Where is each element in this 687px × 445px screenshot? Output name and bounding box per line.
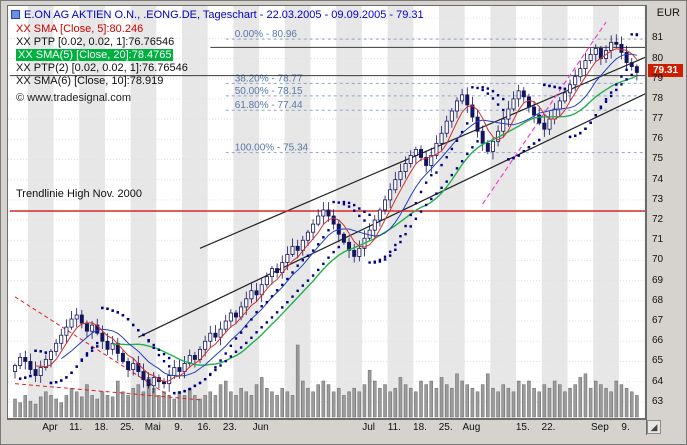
- volume-bars: [13, 344, 639, 418]
- x-axis-label: 9.: [621, 422, 630, 433]
- x-axis-label: 15.: [515, 422, 530, 433]
- downtrend-red-dashed-1: [14, 296, 170, 397]
- x-axis-label: Mai: [144, 422, 161, 433]
- x-axis-label: 11.: [387, 422, 401, 433]
- fibonacci-level-label: 100.00% - 75.34: [235, 143, 309, 154]
- x-axis-label: 23.: [222, 422, 237, 433]
- y-axis-label: 77: [652, 113, 664, 125]
- x-axis-label: 16.: [197, 422, 212, 433]
- legend-item[interactable]: XX PTP(2) [0.02, 0.02, 1]:76.76546: [16, 62, 188, 75]
- chart-title: E.ON AG AKTIEN O.N., .EONG.DE, Tageschar…: [24, 8, 424, 21]
- y-axis-label: 71: [652, 234, 664, 246]
- x-axis-label: Jul: [362, 422, 375, 433]
- fibonacci-level-label: 50.00% - 78.15: [235, 86, 303, 97]
- y-axis-label: 78: [652, 92, 664, 104]
- copyright-label: © www.tradesignal.com: [16, 92, 132, 104]
- time-axis[interactable]: Apr 11. 18. 25. Mai 9. 16. 23. Jun Jul 11. 18. 25. Au…: [7, 419, 646, 435]
- resize-arrow-icon: ◢: [650, 422, 658, 432]
- legend-item[interactable]: XX SMA(6) [Close, 10]:78.919: [16, 75, 188, 88]
- y-axis-label: 74: [652, 173, 664, 185]
- trend-channel-lower: [138, 93, 645, 338]
- y-axis-label: 76: [652, 133, 664, 145]
- trend-channel-upper: [199, 56, 645, 249]
- sma-10-line: [61, 53, 638, 377]
- indicator-legend: XX SMA [Close, 5]:80.246 XX PTP [0.02, 0.…: [16, 23, 188, 88]
- sma-5-line: [35, 48, 638, 383]
- legend-item-text: XX SMA(5) [Close, 20]:78.4765: [16, 49, 174, 61]
- y-axis-label: 73: [652, 193, 664, 205]
- x-axis-label: 18.: [94, 422, 109, 433]
- y-axis-label: 64: [652, 375, 664, 387]
- legend-item-text: XX PTP(2) [0.02, 0.02, 1]:76.76546: [16, 62, 188, 74]
- legend-item[interactable]: XX SMA [Close, 5]:80.246: [16, 23, 188, 36]
- legend-item-text: XX SMA [Close, 5]:80.246: [16, 23, 144, 35]
- y-axis-label: 68: [652, 294, 664, 306]
- y-axis-label: 79: [652, 72, 664, 84]
- fibonacci-level-label: 38.20% - 78.77: [235, 73, 303, 84]
- x-axis-label: Jun: [252, 422, 269, 433]
- x-axis-label: Aug: [462, 422, 481, 433]
- x-axis-label: 25.: [120, 422, 135, 433]
- fibonacci-level-label: 0.00% - 80.96: [235, 29, 298, 40]
- x-axis-label: 11.: [69, 422, 83, 433]
- y-axis-label: 66: [652, 335, 664, 347]
- price-chart-canvas: 0.00% - 80.96 38.20% - 78.77 50.00% - 78.1…: [8, 6, 645, 418]
- trendline-label: Trendlinie High Nov. 2000: [16, 188, 142, 200]
- legend-item[interactable]: XX PTP [0.02, 0.02, 1]:76.76546: [16, 36, 188, 49]
- parabolic-sar-2: [18, 33, 639, 395]
- legend-item-text: XX PTP [0.02, 0.02, 1]:76.76546: [16, 36, 175, 48]
- y-axis-label: 75: [652, 153, 664, 165]
- y-axis-label: 69: [652, 274, 664, 286]
- week-stripes: [27, 6, 645, 418]
- y-axis-label: 80: [652, 52, 664, 64]
- y-axis-label: 72: [652, 214, 664, 226]
- legend-item-text: XX SMA(6) [Close, 10]:78.919: [16, 75, 164, 87]
- y-axis-label: 63: [652, 395, 664, 407]
- x-axis-label: 9.: [174, 422, 183, 433]
- price-axis-unit-label: EUR: [656, 7, 680, 19]
- x-axis-label: 22.: [541, 422, 556, 433]
- corner-button[interactable]: ◢: [647, 420, 661, 434]
- x-axis-label: 18.: [413, 422, 427, 433]
- y-axis-label: 70: [652, 254, 664, 266]
- y-axis-label: 81: [652, 32, 664, 44]
- gridlines: [8, 17, 645, 403]
- downtrend-red-dashed-2: [14, 383, 201, 401]
- chart-title-row: E.ON AG AKTIEN O.N., .EONG.DE, Tageschar…: [11, 8, 424, 21]
- x-axis-label: Apr: [42, 422, 58, 433]
- chart-plot-area[interactable]: 0.00% - 80.96 38.20% - 78.77 50.00% - 78.1…: [7, 5, 646, 419]
- fibonacci-level-label: 61.80% - 77.44: [235, 100, 303, 111]
- x-axis-label: 25.: [438, 422, 453, 433]
- y-axis-label: 65: [652, 355, 664, 367]
- last-price-box: 79.31: [648, 64, 683, 78]
- x-axis-label: Sep: [590, 422, 609, 433]
- price-axis[interactable]: EUR 79.31 81 80 79 78 77 76 75 74 73 72 71 70 69 68 67…: [646, 5, 684, 435]
- chart-icon: [11, 10, 20, 19]
- y-axis-label: 67: [652, 315, 664, 327]
- uptrend-pink-dashed: [482, 21, 607, 205]
- legend-item[interactable]: XX SMA(5) [Close, 20]:78.4765: [16, 49, 188, 62]
